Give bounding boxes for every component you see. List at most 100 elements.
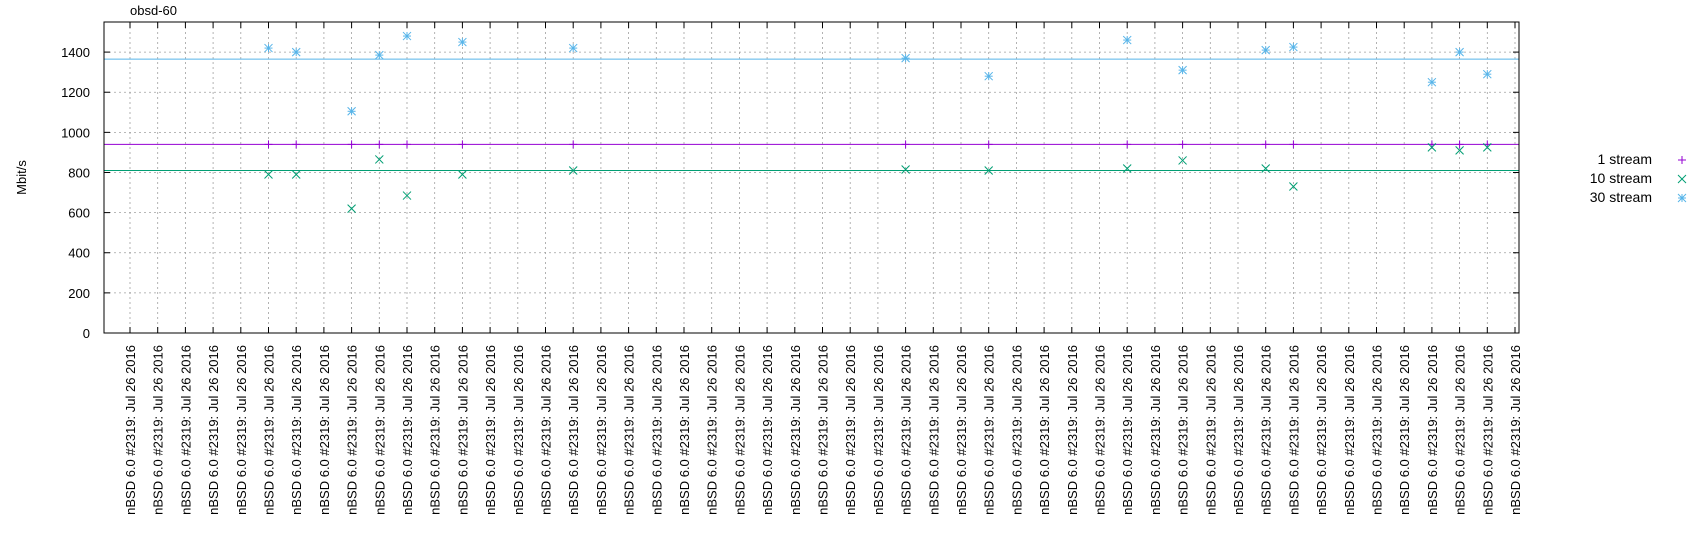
x-tick-label: nBSD 6.0 #2319: Jul 26 2016	[1093, 345, 1108, 515]
x-tick-label: nBSD 6.0 #2319: Jul 26 2016	[788, 345, 803, 515]
x-tick-label: nBSD 6.0 #2319: Jul 26 2016	[622, 345, 637, 515]
legend-label: 1 stream	[1598, 151, 1652, 167]
data-point	[403, 140, 411, 149]
data-point	[901, 165, 910, 174]
data-point	[984, 166, 994, 175]
data-point	[292, 140, 301, 149]
data-point	[1455, 47, 1464, 57]
data-point	[1178, 156, 1187, 165]
plot-frame	[103, 21, 1520, 334]
data-point	[1289, 182, 1298, 191]
x-tick-label: nBSD 6.0 #2319: Jul 26 2016	[1203, 345, 1218, 515]
data-point	[901, 140, 910, 149]
x-tick-label: nBSD 6.0 #2319: Jul 26 2016	[345, 345, 360, 515]
data-point	[984, 140, 993, 149]
x-tick-label: nBSD 6.0 #2319: Jul 26 2016	[178, 345, 193, 515]
data-point	[291, 47, 301, 57]
x-tick-label: nBSD 6.0 #2319: Jul 26 2016	[483, 345, 498, 515]
x-tick-label: nBSD 6.0 #2319: Jul 26 2016	[677, 345, 692, 515]
data-point	[264, 170, 273, 179]
legend-marker	[1677, 174, 1687, 184]
x-tick-label: nBSD 6.0 #2319: Jul 26 2016	[372, 345, 387, 515]
y-tick-label: 800	[68, 165, 90, 180]
x-tick-label: nBSD 6.0 #2319: Jul 26 2016	[816, 345, 831, 515]
data-point	[1261, 140, 1270, 149]
y-tick-label: 1400	[61, 45, 90, 60]
y-axis-label: Mbit/s	[14, 160, 29, 195]
data-point	[375, 140, 384, 149]
x-tick-label: nBSD 6.0 #2319: Jul 26 2016	[234, 345, 249, 515]
x-tick-label: nBSD 6.0 #2319: Jul 26 2016	[317, 345, 332, 515]
data-point	[264, 140, 273, 149]
x-axis: nBSD 6.0 #2319: Jul 26 2016 nBSD 6.0 #231…	[123, 22, 1523, 515]
x-tick-label: nBSD 6.0 #2319: Jul 26 2016	[1286, 345, 1301, 515]
x-tick-label: nBSD 6.0 #2319: Jul 26 2016	[843, 345, 858, 515]
x-tick-label: nBSD 6.0 #2319: Jul 26 2016	[1342, 345, 1357, 515]
x-tick-label: nBSD 6.0 #2319: Jul 26 2016	[455, 345, 470, 515]
x-tick-label: nBSD 6.0 #2319: Jul 26 2016	[899, 345, 914, 515]
data-point	[901, 53, 910, 63]
data-point	[568, 43, 578, 53]
y-tick-label: 600	[68, 206, 90, 221]
data-point	[1427, 77, 1437, 87]
y-axis: 0 200 400 600 800 1000 1200 1400	[61, 45, 1519, 341]
data-point	[568, 166, 578, 175]
data-point	[458, 140, 467, 149]
grid	[104, 22, 1519, 333]
data-point	[1123, 140, 1132, 149]
legend-marker	[1678, 156, 1686, 164]
x-tick-label: nBSD 6.0 #2319: Jul 26 2016	[760, 345, 775, 515]
data-point	[1178, 140, 1187, 149]
data-point	[347, 204, 356, 213]
legend-label: 30 stream	[1590, 189, 1652, 205]
x-tick-label: nBSD 6.0 #2319: Jul 26 2016	[1120, 345, 1135, 515]
x-tick-label: nBSD 6.0 #2319: Jul 26 2016	[1148, 345, 1163, 515]
x-tick-label: nBSD 6.0 #2319: Jul 26 2016	[428, 345, 443, 515]
x-tick-label: nBSD 6.0 #2319: Jul 26 2016	[566, 345, 581, 515]
x-tick-label: nBSD 6.0 #2319: Jul 26 2016	[1231, 345, 1246, 515]
data-point	[402, 31, 412, 41]
data-point	[1455, 146, 1464, 155]
y-tick-label: 1200	[61, 85, 90, 100]
legend-label: 10 stream	[1590, 170, 1652, 186]
x-tick-label: nBSD 6.0 #2319: Jul 26 2016	[954, 345, 969, 515]
data-point	[402, 191, 412, 200]
x-tick-label: nBSD 6.0 #2319: Jul 26 2016	[594, 345, 609, 515]
x-tick-label: nBSD 6.0 #2319: Jul 26 2016	[705, 345, 720, 515]
data-point	[1289, 42, 1298, 52]
x-tick-label: nBSD 6.0 #2319: Jul 26 2016	[1065, 345, 1080, 515]
data-point	[291, 170, 301, 179]
data-point	[1482, 69, 1492, 79]
x-tick-label: nBSD 6.0 #2319: Jul 26 2016	[400, 345, 415, 515]
data-point	[1122, 164, 1132, 173]
data-point	[458, 170, 467, 179]
x-tick-label: nBSD 6.0 #2319: Jul 26 2016	[871, 345, 886, 515]
x-tick-label: nBSD 6.0 #2319: Jul 26 2016	[649, 345, 664, 515]
series-mean-lines	[104, 58, 1519, 171]
data-point	[347, 140, 356, 149]
x-tick-label: nBSD 6.0 #2319: Jul 26 2016	[1314, 345, 1329, 515]
x-tick-label: nBSD 6.0 #2319: Jul 26 2016	[1259, 345, 1274, 515]
x-tick-label: nBSD 6.0 #2319: Jul 26 2016	[926, 345, 941, 515]
x-tick-label: nBSD 6.0 #2319: Jul 26 2016	[982, 345, 997, 515]
x-tick-label: nBSD 6.0 #2319: Jul 26 2016	[539, 345, 554, 515]
legend-marker	[1677, 193, 1687, 203]
x-tick-label: nBSD 6.0 #2319: Jul 26 2016	[1508, 345, 1523, 515]
data-point	[1427, 143, 1437, 152]
data-point	[458, 37, 467, 47]
x-tick-label: nBSD 6.0 #2319: Jul 26 2016	[123, 345, 138, 515]
data-point	[374, 50, 384, 60]
data-point	[1122, 35, 1132, 45]
data-point	[569, 140, 578, 149]
chart-title: obsd-60	[130, 3, 177, 18]
y-tick-label: 0	[83, 326, 90, 341]
data-point	[347, 106, 356, 116]
x-tick-label: nBSD 6.0 #2319: Jul 26 2016	[1176, 345, 1191, 515]
data-point	[1482, 143, 1492, 152]
data-points	[264, 31, 1492, 213]
x-tick-label: nBSD 6.0 #2319: Jul 26 2016	[262, 345, 277, 515]
x-tick-label: nBSD 6.0 #2319: Jul 26 2016	[1370, 345, 1385, 515]
x-tick-label: nBSD 6.0 #2319: Jul 26 2016	[151, 345, 166, 515]
data-point	[1289, 140, 1298, 149]
